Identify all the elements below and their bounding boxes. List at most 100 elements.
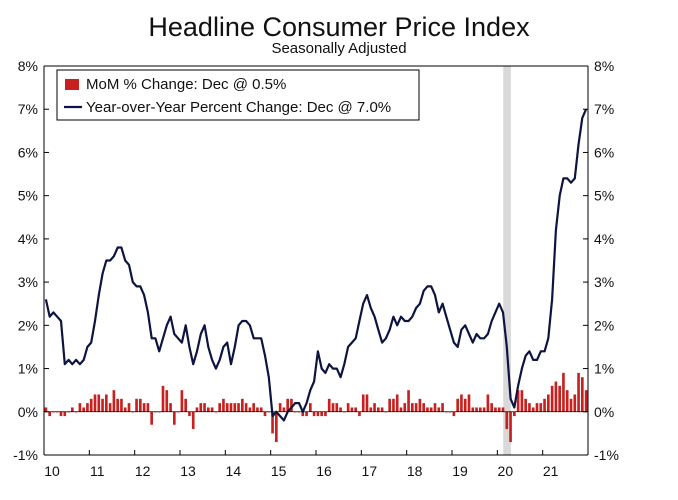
mom-bar <box>565 390 569 412</box>
y-tick-label-right: 0% <box>594 404 614 420</box>
mom-bar <box>256 407 259 412</box>
mom-bar <box>78 403 82 412</box>
mom-bar <box>48 411 51 417</box>
mom-bar <box>180 390 184 412</box>
mom-bar <box>203 403 206 412</box>
mom-bar <box>135 398 138 412</box>
mom-bar <box>108 403 112 412</box>
x-tick-label: 14 <box>226 463 242 479</box>
mom-bar <box>305 411 308 417</box>
mom-bar <box>377 407 380 412</box>
mom-bar <box>471 407 475 412</box>
x-tick-label: 11 <box>90 463 105 479</box>
chart-subtitle: Seasonally Adjusted <box>271 40 407 57</box>
mom-bar <box>547 394 550 412</box>
mom-bar <box>331 403 335 412</box>
chart-title: Headline Consumer Price Index <box>148 12 530 42</box>
mom-bar <box>392 398 395 412</box>
y-tick-label-left: 6% <box>18 144 38 160</box>
mom-bar <box>543 398 546 412</box>
mom-bar <box>324 411 327 417</box>
mom-bar <box>142 403 146 412</box>
mom-bar <box>562 372 565 412</box>
y-tick-label-right: 4% <box>594 231 614 247</box>
mom-bar <box>388 398 391 412</box>
x-tick-label: 17 <box>362 463 378 479</box>
mom-bar <box>577 372 580 412</box>
y-tick-label-left: 7% <box>18 101 38 117</box>
mom-bar <box>63 411 67 417</box>
legend-label-mom: MoM % Change: Dec @ 0.5% <box>86 76 286 93</box>
mom-bar <box>584 390 588 412</box>
mom-bar <box>411 403 414 412</box>
mom-bar <box>520 390 524 412</box>
mom-bar <box>127 403 131 412</box>
mom-bar <box>244 403 248 412</box>
mom-bar <box>286 398 289 412</box>
x-tick-label: 19 <box>452 463 468 479</box>
mom-bar <box>173 411 176 425</box>
mom-bar <box>316 411 320 417</box>
mom-bar <box>482 407 486 412</box>
mom-bar <box>195 407 199 412</box>
y-tick-label-right: 3% <box>594 274 614 290</box>
mom-bar <box>252 403 255 412</box>
y-tick-label-right: 1% <box>594 361 614 377</box>
mom-bar <box>184 398 187 412</box>
mom-bar <box>467 394 471 412</box>
mom-bar <box>278 403 282 412</box>
recession-shading <box>503 66 511 455</box>
mom-bar <box>82 407 85 412</box>
mom-bar <box>554 381 558 412</box>
mom-bar <box>271 411 274 434</box>
mom-bar <box>516 390 520 412</box>
y-tick-label-left: 5% <box>18 188 38 204</box>
mom-bar <box>165 390 169 412</box>
mom-bar <box>403 403 407 412</box>
legend-swatch-mom <box>65 79 79 90</box>
mom-bar <box>335 403 339 412</box>
mom-bar <box>309 403 312 412</box>
mom-bar <box>116 398 119 412</box>
mom-bar <box>452 411 456 417</box>
mom-bar <box>550 385 554 412</box>
mom-bar <box>528 403 531 412</box>
mom-bar <box>97 394 101 412</box>
mom-bar <box>497 407 501 412</box>
mom-bar <box>339 407 342 412</box>
y-tick-label-right: 8% <box>594 58 614 74</box>
mom-bar <box>486 394 490 412</box>
mom-bar <box>86 403 89 412</box>
mom-bar <box>558 385 561 412</box>
legend-box <box>56 69 420 121</box>
y-tick-label-right: 2% <box>594 317 614 333</box>
mom-bar <box>161 385 165 412</box>
mom-bar <box>101 398 104 412</box>
mom-bar <box>312 411 316 417</box>
x-tick-label: 13 <box>180 463 196 479</box>
y-tick-label-left: -1% <box>13 447 38 463</box>
x-tick-label: 12 <box>135 463 151 479</box>
mom-bar <box>191 411 195 430</box>
mom-bar <box>422 403 425 412</box>
mom-bar <box>380 407 384 412</box>
mom-bar <box>44 407 48 412</box>
mom-bar <box>71 407 74 412</box>
mom-bar <box>456 398 459 412</box>
y-tick-label-right: 6% <box>594 144 614 160</box>
mom-bar <box>222 398 225 412</box>
mom-bar <box>59 411 63 417</box>
mom-bar <box>123 407 127 412</box>
x-tick-label: 16 <box>316 463 332 479</box>
mom-bar <box>369 407 373 412</box>
mom-bar <box>460 394 463 412</box>
mom-bar <box>120 398 123 412</box>
mom-bar <box>539 403 543 412</box>
mom-bar <box>93 394 97 412</box>
y-tick-label-right: 7% <box>594 101 614 117</box>
mom-bar <box>395 394 399 412</box>
mom-bar <box>569 398 573 412</box>
mom-bar <box>501 407 505 412</box>
mom-bar <box>463 398 467 412</box>
mom-bar <box>218 403 221 412</box>
